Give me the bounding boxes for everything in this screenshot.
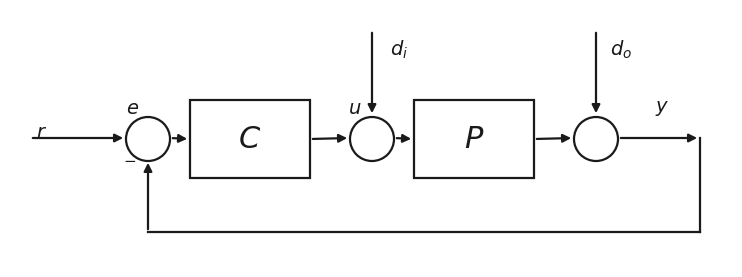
Text: $d_i$: $d_i$ xyxy=(390,39,408,61)
Text: $e$: $e$ xyxy=(126,99,139,117)
Text: $d_o$: $d_o$ xyxy=(610,39,632,61)
Text: $u$: $u$ xyxy=(348,99,362,117)
Text: $-$: $-$ xyxy=(123,153,137,168)
Text: $C$: $C$ xyxy=(238,124,262,153)
Text: $y$: $y$ xyxy=(655,99,669,117)
Text: $r$: $r$ xyxy=(36,122,47,142)
Bar xyxy=(414,100,534,178)
Text: $P$: $P$ xyxy=(464,124,485,153)
Bar xyxy=(190,100,310,178)
